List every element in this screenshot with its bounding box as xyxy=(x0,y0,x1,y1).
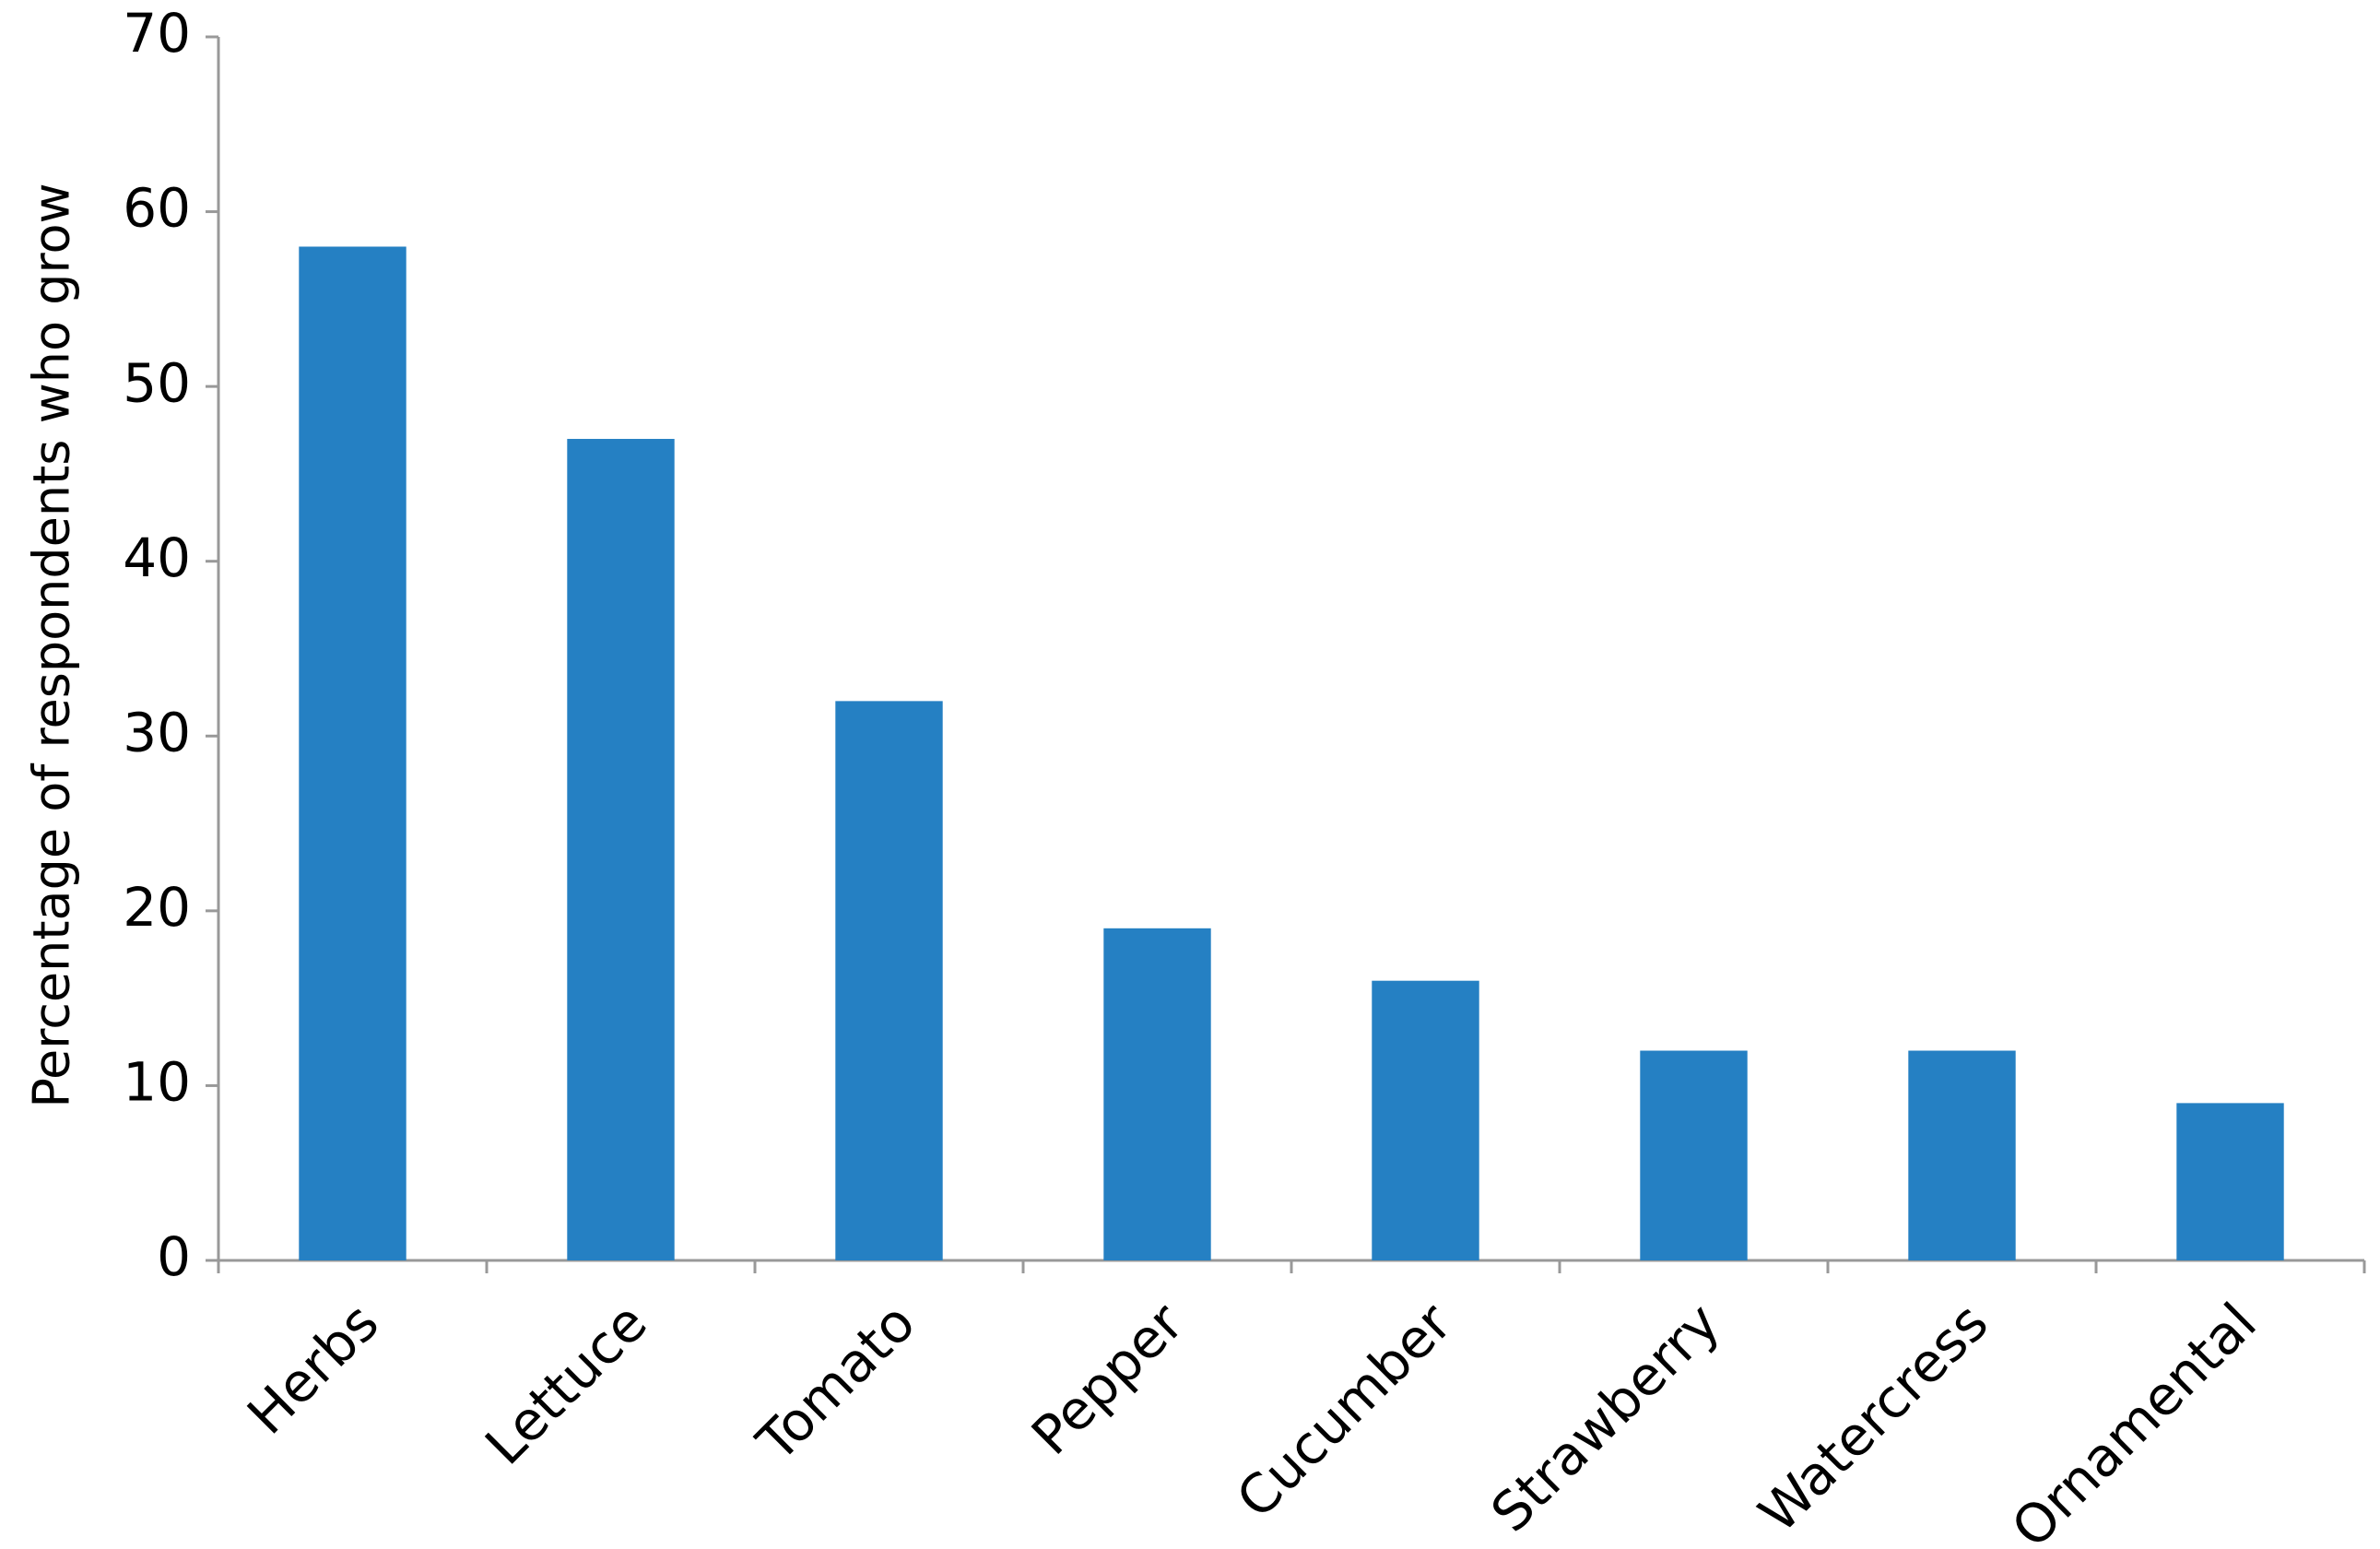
bar xyxy=(835,701,943,1260)
y-tick-label: 40 xyxy=(123,526,191,589)
x-tick-label: Pepper xyxy=(1019,1291,1196,1467)
y-tick-label: 20 xyxy=(123,876,191,939)
bar xyxy=(1372,980,1479,1260)
x-tick-label: Watercress xyxy=(1747,1291,2000,1544)
y-tick-label: 10 xyxy=(123,1051,191,1114)
y-tick-label: 0 xyxy=(157,1225,191,1288)
x-tick-label: Herbs xyxy=(235,1291,390,1446)
y-tick-label: 60 xyxy=(123,177,191,240)
x-tick-label: Lettuce xyxy=(473,1291,658,1476)
x-tick-label: Strawberry xyxy=(1479,1291,1732,1543)
bar xyxy=(567,439,675,1260)
bar xyxy=(1908,1050,2016,1260)
bar xyxy=(1640,1050,1748,1260)
y-tick-label: 30 xyxy=(123,701,191,763)
x-tick-label: Cucumber xyxy=(1224,1291,1463,1530)
x-tick-label: Ornamental xyxy=(1999,1291,2268,1549)
bar xyxy=(299,246,406,1260)
bar xyxy=(2176,1103,2284,1260)
x-tick-label: Tomato xyxy=(745,1291,927,1473)
bar xyxy=(1103,928,1211,1260)
y-tick-label: 50 xyxy=(123,351,191,414)
y-axis-label: Percentage of respondents who grow xyxy=(23,183,81,1107)
y-tick-label: 70 xyxy=(123,2,191,65)
